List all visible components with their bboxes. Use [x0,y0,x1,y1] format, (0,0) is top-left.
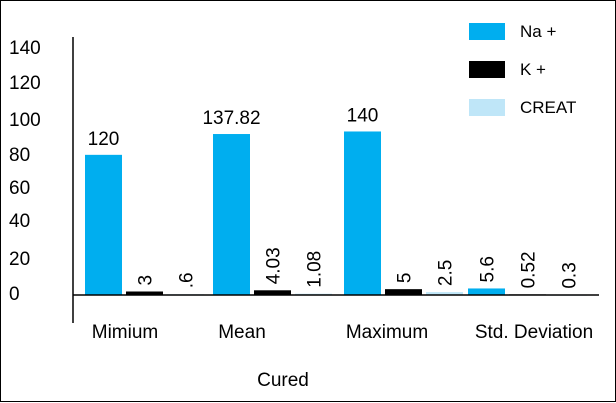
data-label: 137.82 [202,108,260,129]
y-tick-label: 40 [9,211,30,232]
data-label: 0.3 [560,262,581,288]
x-category-label: Std. Deviation [475,322,593,343]
data-label: 120 [88,129,120,150]
y-tick-label: 80 [9,145,30,166]
data-label: .6 [177,272,198,288]
x-axis-title: Cured [257,370,309,391]
x-category-label: Maximum [346,322,428,343]
y-tick-label: 120 [9,73,41,94]
bar-na--3 [468,288,505,295]
y-tick-label: 140 [9,38,41,59]
data-label: 5.6 [478,256,499,282]
data-labels: 120 3 .6 137.82 4.03 1.08 140 5 2.5 5.6 0.52 0.3 [88,105,581,288]
y-axis-ticks: 0 20 40 60 80 100 120 140 [9,38,41,305]
data-label: 3 [136,275,157,286]
data-label: 4.03 [264,247,285,284]
legend: Na + K + CREAT [469,22,576,117]
legend-label: Na + [520,22,556,41]
legend-swatch [469,99,505,116]
bar-na--2 [344,131,381,295]
bar-k--1 [254,290,291,295]
bars [85,131,587,296]
bar-na--0 [85,154,122,295]
data-label: 2.5 [436,260,457,286]
data-label: 0.52 [519,251,540,288]
y-tick-label: 0 [9,284,20,305]
data-label: 1.08 [305,251,326,288]
axes [72,37,599,323]
legend-label: CREAT [520,98,576,117]
bar-creat-2 [426,292,463,295]
bar-na--1 [213,134,250,295]
data-label: 5 [395,273,416,284]
bar-k--0 [126,291,163,295]
bar-k--2 [385,289,422,295]
legend-swatch [469,61,505,78]
y-tick-label: 20 [9,249,30,270]
x-axis-categories: Mimium Mean Maximum Std. Deviation [92,322,593,343]
legend-label: K + [520,60,546,79]
data-label: 140 [347,105,379,126]
y-tick-label: 60 [9,178,30,199]
x-category-label: Mean [218,322,266,343]
y-tick-label: 100 [9,110,41,131]
x-category-label: Mimium [92,322,159,343]
legend-swatch [469,23,505,40]
